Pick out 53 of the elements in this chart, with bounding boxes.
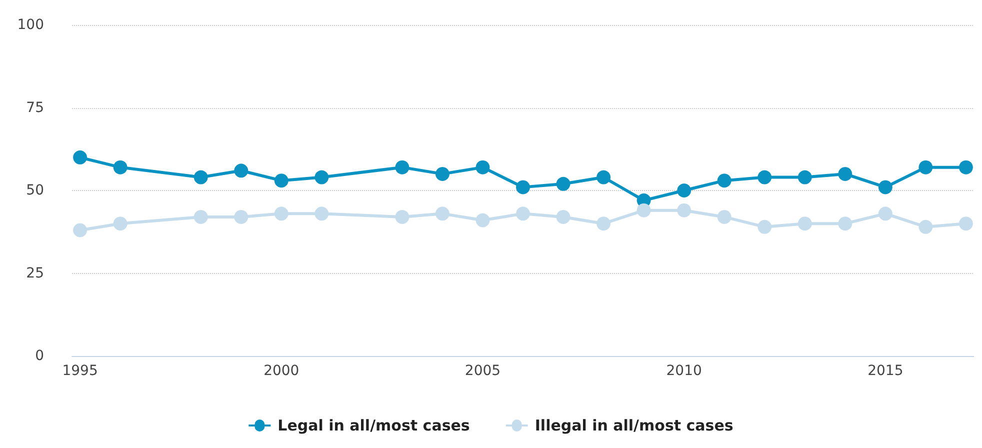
point [838,166,852,181]
x-tick-label: 2010 [666,363,702,379]
y-tick-label: 75 [26,100,44,116]
point [476,160,490,174]
point [476,213,490,228]
point [878,180,892,194]
point [596,170,611,184]
point [194,170,208,184]
x-tick-label: 2005 [464,363,501,379]
point [395,160,410,174]
y-tick-label: 100 [17,17,44,33]
point [194,210,208,224]
point [395,210,410,224]
x-tick-label: 1995 [62,363,98,379]
point [274,174,288,188]
point [73,223,88,238]
point [677,184,692,198]
point [758,170,772,184]
legend-label: Legal in all/most cases [278,416,470,434]
point [838,216,852,231]
point [314,170,329,184]
point [918,160,933,174]
y-tick-label: 25 [26,265,44,282]
point [878,206,892,221]
point [234,164,248,178]
point [73,150,88,164]
y-tick-label: 0 [35,348,44,364]
point [516,206,530,221]
point [958,216,973,231]
point [596,216,611,231]
point [636,203,651,218]
point [758,220,772,234]
point [113,160,128,174]
point [918,220,933,234]
point [113,216,128,231]
point [958,160,973,174]
point [516,180,530,194]
point [798,216,812,231]
point [556,176,570,191]
x-tick-label: 2000 [264,363,300,379]
point [717,210,732,224]
point [556,210,570,224]
y-tick-label: 50 [26,182,44,198]
point [234,210,248,224]
legend-label: Illegal in all/most cases [534,416,734,434]
x-tick-label: 2015 [868,363,904,379]
point [798,170,812,184]
point [677,203,692,218]
point [274,206,288,221]
point [717,174,732,188]
point [435,206,450,221]
point [314,206,329,221]
point [435,166,450,181]
